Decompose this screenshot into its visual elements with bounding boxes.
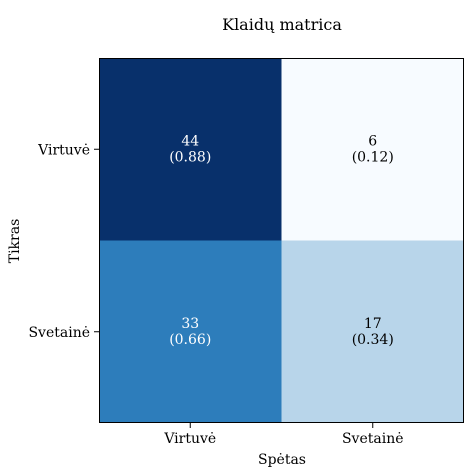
cell-normalized-0-0: (0.88) <box>169 149 211 165</box>
heatmap-cells <box>99 58 464 423</box>
heatmap-cell-1-0 <box>99 240 282 423</box>
heatmap-cell-labels: 44(0.88) 6(0.12) 33(0.66) 17(0.34) <box>169 133 394 348</box>
y-axis-ticks: Virtuvė Svetainė <box>28 142 99 341</box>
cell-count-1-0: 33 <box>181 316 199 332</box>
heatmap-cell-0-0 <box>99 58 282 241</box>
y-axis-label: Tikras <box>7 219 23 264</box>
y-tick-label-0: Virtuvė <box>37 142 90 158</box>
y-tick-label-1: Svetainė <box>28 325 90 341</box>
x-axis-label: Spėtas <box>258 452 306 468</box>
x-axis-ticks: Virtuvė Svetainė <box>163 423 404 447</box>
cell-count-0-0: 44 <box>181 133 199 149</box>
x-tick-label-1: Svetainė <box>342 431 404 447</box>
chart-title: Klaidų matrica <box>222 15 342 34</box>
cell-count-0-1: 6 <box>368 133 377 149</box>
plot-frame <box>99 58 464 423</box>
cell-normalized-1-1: (0.34) <box>352 332 394 348</box>
heatmap-cell-1-1 <box>281 240 464 423</box>
heatmap-cell-0-1 <box>281 58 464 241</box>
x-tick-label-0: Virtuvė <box>163 431 216 447</box>
cell-normalized-1-0: (0.66) <box>169 332 211 348</box>
cell-count-1-1: 17 <box>364 316 382 332</box>
cell-normalized-0-1: (0.12) <box>352 149 394 165</box>
